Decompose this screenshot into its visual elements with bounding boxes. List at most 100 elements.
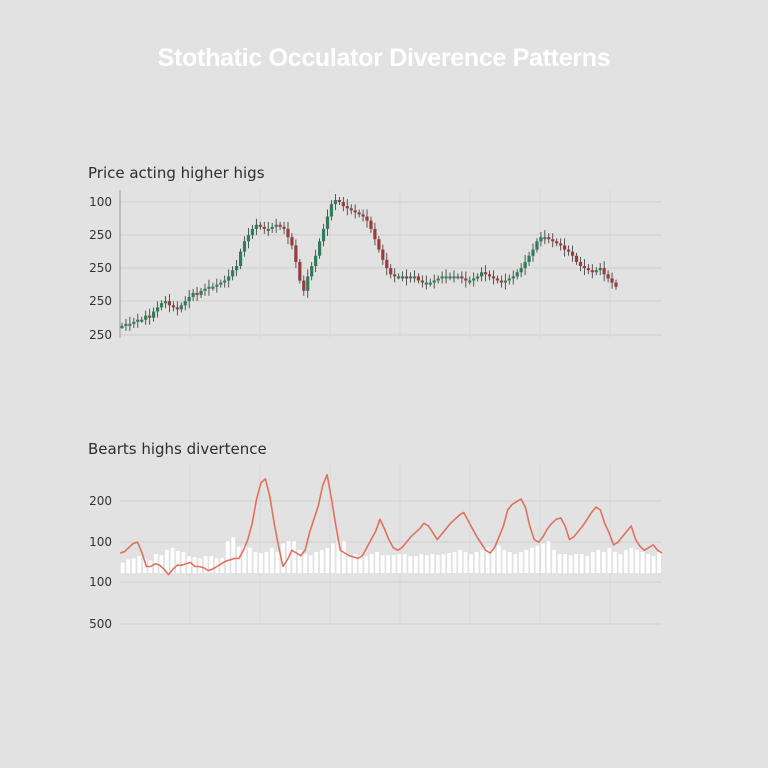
oscillator-bar bbox=[236, 546, 241, 573]
price-candle bbox=[199, 290, 203, 295]
price-candle bbox=[602, 268, 606, 275]
price-candle bbox=[310, 266, 314, 277]
oscillator-bar bbox=[137, 556, 142, 573]
price-candle bbox=[404, 276, 409, 279]
price-candle bbox=[159, 303, 164, 308]
price-candle bbox=[574, 255, 579, 262]
price-candle bbox=[294, 245, 298, 262]
price-candle bbox=[547, 237, 551, 240]
price-candle bbox=[586, 268, 590, 271]
price-candle bbox=[393, 274, 397, 277]
oscillator-bar bbox=[541, 543, 545, 573]
oscillator-bar bbox=[496, 545, 501, 573]
oscillator-bar bbox=[596, 549, 601, 573]
price-candle bbox=[187, 297, 191, 302]
price-candle bbox=[440, 276, 444, 279]
oscillator-bar bbox=[413, 556, 418, 573]
price-candle bbox=[444, 276, 448, 279]
price-candle bbox=[282, 226, 286, 229]
oscillator-bar bbox=[535, 545, 540, 573]
price-candle bbox=[132, 321, 136, 324]
price-candle bbox=[408, 276, 413, 279]
price-candle bbox=[487, 274, 492, 277]
price-candle bbox=[341, 202, 345, 207]
price-candle bbox=[539, 237, 543, 242]
price-candle bbox=[357, 212, 361, 215]
price-candle bbox=[120, 325, 124, 328]
oscillator-bar bbox=[601, 552, 606, 573]
oscillator-bar bbox=[585, 556, 590, 573]
oscillator-bar bbox=[397, 554, 402, 573]
oscillator-bar bbox=[292, 541, 296, 573]
price-candle bbox=[246, 235, 251, 242]
price-candle bbox=[227, 276, 231, 281]
price-candle bbox=[499, 280, 503, 283]
price-candle bbox=[155, 307, 160, 312]
oscillator-bar bbox=[126, 559, 131, 573]
oscillator-bar bbox=[447, 553, 451, 573]
oscillator-bar bbox=[225, 541, 230, 573]
oscillator-bar bbox=[402, 554, 407, 573]
oscillator-bar bbox=[314, 552, 319, 573]
oscillator-bar bbox=[347, 554, 352, 573]
oscillator-bar bbox=[220, 558, 225, 573]
oscillator-bar bbox=[419, 554, 424, 573]
price-candle bbox=[250, 228, 255, 236]
oscillator-bar bbox=[624, 549, 628, 573]
oscillator-bar bbox=[546, 541, 551, 573]
oscillator-bar bbox=[187, 556, 191, 573]
price-candle bbox=[519, 268, 523, 273]
oscillator-bar bbox=[502, 549, 507, 573]
price-candle bbox=[472, 278, 476, 281]
oscillator-bar bbox=[270, 547, 274, 573]
price-candle bbox=[242, 241, 247, 252]
oscillator-bar bbox=[436, 555, 440, 573]
oscillator-bar bbox=[452, 552, 457, 573]
oscillator-bar bbox=[530, 547, 534, 573]
oscillator-bar bbox=[242, 545, 247, 573]
price-candle bbox=[219, 282, 223, 285]
price-candle bbox=[140, 319, 144, 322]
oscillator-bar bbox=[325, 547, 330, 573]
price-candle bbox=[424, 282, 428, 285]
price-candle bbox=[559, 243, 563, 246]
oscillator-bar bbox=[657, 552, 661, 573]
price-candle bbox=[223, 280, 227, 283]
oscillator-bar bbox=[330, 543, 335, 573]
price-candle bbox=[428, 282, 432, 285]
oscillator-bar bbox=[353, 554, 357, 573]
price-candle bbox=[495, 278, 500, 281]
price-candle bbox=[207, 286, 211, 289]
oscillator-bar bbox=[203, 556, 208, 573]
oscillator-bar bbox=[209, 556, 214, 573]
price-candle bbox=[163, 301, 168, 304]
price-candle bbox=[373, 228, 377, 240]
price-candle bbox=[551, 239, 555, 242]
price-candle bbox=[468, 280, 472, 283]
price-candle bbox=[460, 276, 464, 279]
price-candle bbox=[337, 200, 341, 203]
price-candle bbox=[563, 245, 567, 250]
oscillator-bar bbox=[424, 555, 429, 573]
price-candle bbox=[452, 276, 456, 279]
price-candle bbox=[480, 272, 484, 277]
price-y-tick-label: 250 bbox=[89, 294, 112, 308]
oscillator-bar bbox=[513, 554, 518, 573]
price-candle bbox=[266, 228, 270, 231]
oscillator-bar bbox=[463, 552, 468, 573]
oscillator-bar bbox=[408, 556, 413, 573]
price-candle bbox=[290, 237, 294, 246]
oscillator-y-tick-label: 100 bbox=[89, 575, 112, 589]
oscillator-bar bbox=[297, 549, 302, 573]
price-candle bbox=[179, 305, 183, 310]
price-candle bbox=[476, 276, 480, 279]
price-candle bbox=[274, 224, 278, 227]
price-candle bbox=[171, 305, 175, 308]
price-candle bbox=[144, 315, 148, 320]
price-candle bbox=[464, 278, 468, 281]
price-candle bbox=[254, 224, 258, 229]
oscillator-bar bbox=[640, 552, 645, 573]
oscillator-bar bbox=[613, 552, 617, 573]
price-candle bbox=[570, 251, 575, 256]
oscillator-bar bbox=[651, 556, 656, 573]
